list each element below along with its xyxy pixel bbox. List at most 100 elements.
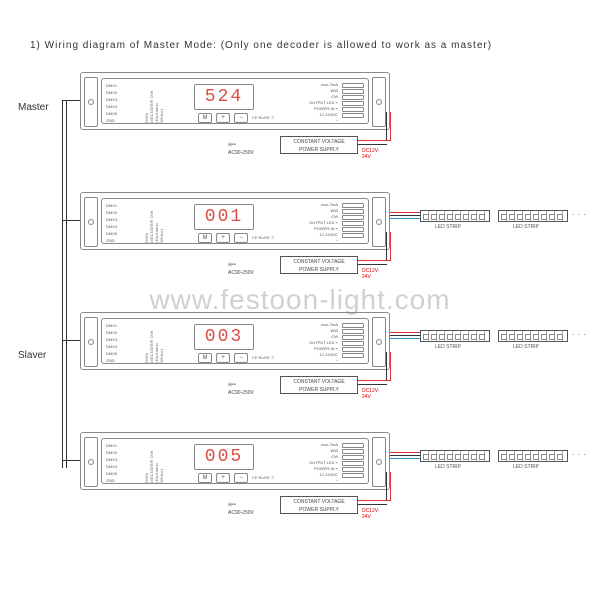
mode-button[interactable]: M	[198, 233, 212, 243]
led-wire	[390, 212, 420, 213]
mount-hole	[372, 437, 386, 487]
output-labels: max.7mAWWCWOUTPUT LED +POWER-IN +12-24VD…	[309, 82, 338, 124]
ac-plug-icon: ⊖═AC90-250V	[228, 382, 254, 396]
mount-hole	[84, 77, 98, 127]
power-wire	[358, 504, 387, 505]
led-wire	[390, 332, 420, 333]
psu-block: ⊖═AC90-250V CONSTANT VOLTAGEPOWER SUPPLY…	[280, 136, 358, 154]
minus-button[interactable]: −	[234, 353, 248, 363]
led-wire	[390, 458, 420, 459]
psu-block: ⊖═AC90-250V CONSTANT VOLTAGEPOWER SUPPLY…	[280, 496, 358, 514]
seven-seg-display: 005	[194, 444, 254, 470]
power-wire	[358, 500, 391, 501]
decoder-unit: DMX1DMX2DMX3DMX4DMX5GND DMX DECODER DW(D…	[80, 72, 390, 130]
led-strip	[498, 330, 568, 342]
led-strip	[498, 210, 568, 222]
output-terminals	[342, 443, 364, 478]
power-wire	[358, 144, 387, 145]
diagram-title: 1) Wiring diagram of Master Mode: (Only …	[30, 40, 492, 51]
power-wire	[390, 472, 391, 500]
psu-box: CONSTANT VOLTAGEPOWER SUPPLY	[280, 496, 358, 514]
dc-voltage-label: DC12V-24V	[362, 508, 380, 520]
seven-seg-display: 524	[194, 84, 254, 110]
output-labels: max.7mAWWCWOUTPUT LED +POWER-IN +12-24VD…	[309, 322, 338, 364]
dmx-bus-wire	[66, 100, 67, 468]
led-wire	[390, 452, 420, 453]
brand-label: DMX DECODER DW(Dynamic White)	[144, 329, 164, 363]
decoder-unit: DMX1DMX2DMX3DMX4DMX5GND DMX DECODER DW(D…	[80, 432, 390, 490]
decoder-unit: DMX1DMX2DMX3DMX4DMX5GND DMX DECODER DW(D…	[80, 312, 390, 370]
output-labels: max.7mAWWCWOUTPUT LED +POWER-IN +12-24VD…	[309, 202, 338, 244]
brand-label: DMX DECODER DW(Dynamic White)	[144, 209, 164, 243]
psu-block: ⊖═AC90-250V CONSTANT VOLTAGEPOWER SUPPLY…	[280, 376, 358, 394]
cert-label: CE RoHS ⓕ	[252, 235, 274, 241]
dmx-port-labels: DMX1DMX2DMX3DMX4DMX5GND	[106, 442, 117, 484]
minus-button[interactable]: −	[234, 233, 248, 243]
mode-button[interactable]: M	[198, 113, 212, 123]
dc-voltage-label: DC12V-24V	[362, 148, 380, 160]
output-terminals	[342, 203, 364, 238]
led-strip	[498, 450, 568, 462]
plus-button[interactable]: +	[216, 113, 230, 123]
mode-button[interactable]: M	[198, 473, 212, 483]
cert-label: CE RoHS ⓕ	[252, 475, 274, 481]
ac-plug-icon: ⊖═AC90-250V	[228, 262, 254, 276]
decoder-body: DMX1DMX2DMX3DMX4DMX5GND DMX DECODER DW(D…	[101, 318, 369, 364]
mount-hole	[84, 317, 98, 367]
led-strip	[420, 330, 490, 342]
led-strip-label: LED STRIP	[435, 464, 461, 470]
led-wire	[390, 218, 420, 219]
led-strip-label: LED STRIP	[513, 224, 539, 230]
power-wire	[358, 264, 387, 265]
dmx-port-labels: DMX1DMX2DMX3DMX4DMX5GND	[106, 202, 117, 244]
led-strip-label: LED STRIP	[435, 344, 461, 350]
plus-button[interactable]: +	[216, 233, 230, 243]
dmx-conn-wire	[62, 340, 80, 341]
led-wire	[390, 215, 420, 216]
plus-button[interactable]: +	[216, 353, 230, 363]
mode-button[interactable]: M	[198, 353, 212, 363]
led-strip	[420, 210, 490, 222]
dmx-port-labels: DMX1DMX2DMX3DMX4DMX5GND	[106, 82, 117, 124]
led-wire	[390, 338, 420, 339]
led-wire	[390, 455, 420, 456]
led-strip-label: LED STRIP	[435, 224, 461, 230]
power-wire	[358, 380, 391, 381]
seven-seg-display: 001	[194, 204, 254, 230]
mount-hole	[372, 317, 386, 367]
continuation-dots: ···	[572, 210, 589, 219]
minus-button[interactable]: −	[234, 113, 248, 123]
psu-box: CONSTANT VOLTAGEPOWER SUPPLY	[280, 136, 358, 154]
power-wire	[358, 384, 387, 385]
decoder-unit: DMX1DMX2DMX3DMX4DMX5GND DMX DECODER DW(D…	[80, 192, 390, 250]
minus-button[interactable]: −	[234, 473, 248, 483]
output-terminals	[342, 83, 364, 118]
decoder-body: DMX1DMX2DMX3DMX4DMX5GND DMX DECODER DW(D…	[101, 438, 369, 484]
slaver-label: Slaver	[18, 350, 46, 361]
decoder-body: DMX1DMX2DMX3DMX4DMX5GND DMX DECODER DW(D…	[101, 198, 369, 244]
led-wire	[390, 335, 420, 336]
power-wire	[386, 112, 387, 140]
mount-hole	[372, 77, 386, 127]
mount-hole	[84, 197, 98, 247]
dmx-conn-wire	[62, 460, 80, 461]
brand-label: DMX DECODER DW(Dynamic White)	[144, 89, 164, 123]
power-wire	[390, 232, 391, 260]
master-label: Master	[18, 102, 49, 113]
power-wire	[390, 352, 391, 380]
cert-label: CE RoHS ⓕ	[252, 115, 274, 121]
psu-box: CONSTANT VOLTAGEPOWER SUPPLY	[280, 256, 358, 274]
seven-seg-display: 003	[194, 324, 254, 350]
output-labels: max.7mAWWCWOUTPUT LED +POWER-IN +12-24VD…	[309, 442, 338, 484]
plus-button[interactable]: +	[216, 473, 230, 483]
dmx-port-labels: DMX1DMX2DMX3DMX4DMX5GND	[106, 322, 117, 364]
power-wire	[386, 352, 387, 380]
dmx-conn-wire	[62, 220, 80, 221]
power-wire	[386, 472, 387, 500]
ac-plug-icon: ⊖═AC90-250V	[228, 142, 254, 156]
dc-voltage-label: DC12V-24V	[362, 388, 380, 400]
power-wire	[386, 232, 387, 260]
cert-label: CE RoHS ⓕ	[252, 355, 274, 361]
mount-hole	[84, 437, 98, 487]
psu-box: CONSTANT VOLTAGEPOWER SUPPLY	[280, 376, 358, 394]
